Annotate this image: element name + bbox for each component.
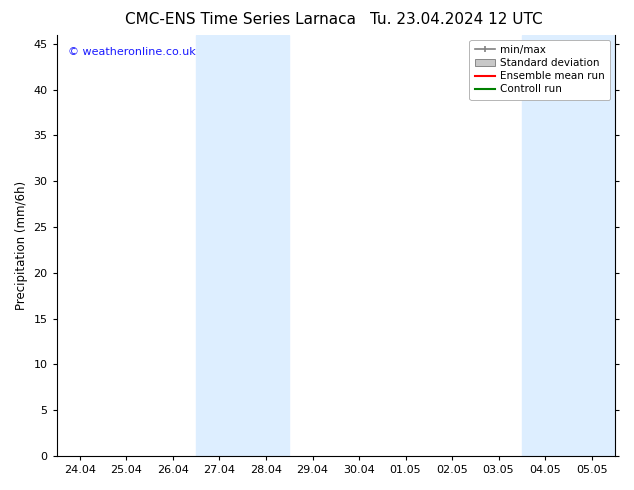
Bar: [522, 35, 615, 456]
Legend: min/max, Standard deviation, Ensemble mean run, Controll run: min/max, Standard deviation, Ensemble me…: [469, 40, 610, 99]
Text: CMC-ENS Time Series Larnaca: CMC-ENS Time Series Larnaca: [126, 12, 356, 27]
Text: © weatheronline.co.uk: © weatheronline.co.uk: [68, 47, 196, 57]
Y-axis label: Precipitation (mm/6h): Precipitation (mm/6h): [15, 181, 28, 310]
Text: Tu. 23.04.2024 12 UTC: Tu. 23.04.2024 12 UTC: [370, 12, 543, 27]
Bar: [197, 35, 289, 456]
